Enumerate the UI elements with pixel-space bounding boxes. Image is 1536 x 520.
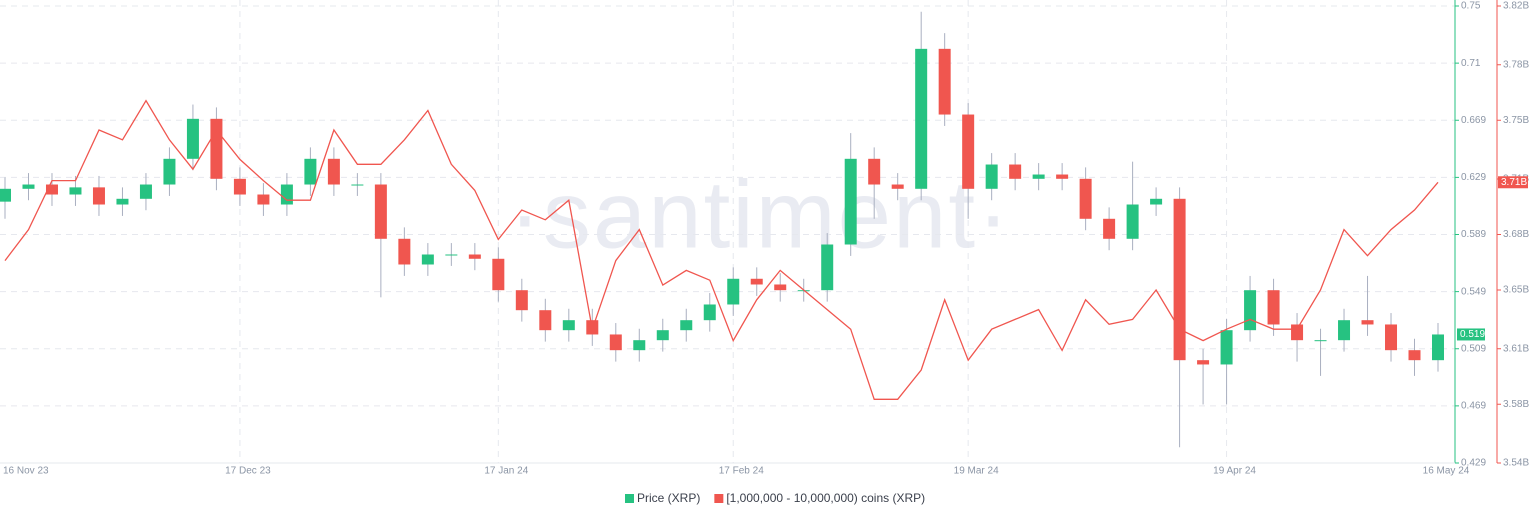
candle-body (492, 258, 505, 291)
x-tick-label: 17 Jan 24 (484, 466, 528, 477)
candle-body (1220, 330, 1233, 365)
legend-label: Price (XRP) (637, 491, 700, 505)
x-tick-label: 19 Mar 24 (954, 466, 999, 477)
x-tick-label: 16 May 24 (1423, 466, 1470, 477)
candle-body (163, 158, 176, 185)
candle-body (92, 187, 105, 205)
y2-tick-label: 3.78B (1503, 59, 1529, 70)
y2-tick-label: 3.58B (1503, 399, 1529, 410)
candle-body (0, 188, 11, 202)
y-tick-label: 0.509 (1461, 343, 1486, 354)
candle-body (891, 184, 904, 189)
candle-body (280, 184, 293, 205)
candle-body (633, 340, 646, 351)
candle-body (1314, 340, 1327, 342)
y2-tick-label: 3.65B (1503, 285, 1529, 296)
candle-body (1361, 320, 1374, 325)
candle-body (539, 310, 552, 331)
candle-body (1432, 334, 1444, 361)
candle-body (468, 254, 481, 259)
price-last-badge (1457, 328, 1485, 341)
candle-body (116, 198, 129, 205)
candle-body (210, 118, 223, 179)
x-tick-label: 19 Apr 24 (1213, 466, 1256, 477)
candle-body (656, 330, 669, 341)
candle-body (233, 178, 246, 195)
candle-body (139, 184, 152, 199)
y2-tick-label: 3.68B (1503, 229, 1529, 240)
candle-body (22, 184, 35, 189)
y-tick-label: 0.669 (1461, 115, 1486, 126)
candle-body (1267, 290, 1280, 325)
candle-body (821, 244, 834, 291)
y-tick-label: 0.629 (1461, 172, 1486, 183)
candle-body (327, 158, 340, 185)
candle-body (609, 334, 622, 351)
candle-body (421, 254, 434, 265)
candle-body (1244, 290, 1257, 331)
candle-body (750, 278, 763, 285)
candle-body (985, 164, 998, 189)
candle-body (1009, 164, 1022, 179)
candle-body (562, 320, 575, 331)
supply-last-label: 3.71B (1501, 177, 1527, 188)
candle-body (445, 254, 458, 256)
candle-body (844, 158, 857, 245)
legend-label: [1,000,000 - 10,000,000) coins (XRP) (726, 491, 925, 505)
x-tick-label: 17 Dec 23 (225, 466, 271, 477)
candle-body (351, 184, 364, 186)
candle-body (1056, 174, 1069, 179)
candle-body (515, 290, 528, 311)
candle-body (1385, 324, 1398, 351)
y-tick-label: 0.71 (1461, 58, 1481, 69)
candle-body (727, 278, 740, 305)
candle-body (374, 184, 387, 239)
candle-body (69, 187, 82, 195)
y-tick-label: 0.549 (1461, 286, 1486, 297)
supply-last-badge (1498, 176, 1528, 189)
candle-body (1173, 198, 1186, 361)
y2-tick-label: 3.61B (1503, 343, 1529, 354)
candle-body (962, 114, 975, 189)
candle-body (915, 48, 928, 189)
legend-swatch (625, 494, 634, 503)
candle-body (680, 320, 693, 331)
candle-body (1126, 204, 1139, 239)
candle-body (1291, 324, 1304, 341)
price-last-label: 0.519 (1460, 329, 1485, 340)
candle-body (1150, 198, 1163, 205)
candle-body (774, 284, 787, 291)
candle-body (1197, 360, 1210, 365)
y-tick-label: 0.469 (1461, 401, 1486, 412)
legend-swatch (714, 494, 724, 503)
candle-body (398, 238, 411, 265)
candle-body (938, 48, 951, 115)
candle-body (1408, 350, 1421, 361)
candle-body (304, 158, 317, 185)
candle-body (1032, 174, 1045, 179)
y2-tick-label: 3.82B (1503, 1, 1529, 12)
candle-body (868, 158, 881, 185)
candle-body (45, 184, 58, 195)
x-tick-label: 16 Nov 23 (3, 466, 49, 477)
y2-tick-label: 3.75B (1503, 115, 1529, 126)
candle-body (257, 194, 270, 205)
candle-body (1079, 178, 1092, 219)
candle-body (1338, 320, 1351, 341)
y-tick-label: 0.429 (1461, 458, 1486, 469)
candle-body (703, 304, 716, 321)
supply-line (4, 99, 1439, 400)
candle-body (1103, 218, 1116, 239)
y2-tick-label: 3.54B (1503, 458, 1529, 469)
candle-body (186, 118, 199, 159)
y-tick-label: 0.75 (1461, 1, 1481, 12)
y-tick-label: 0.589 (1461, 229, 1486, 240)
x-tick-label: 17 Feb 24 (719, 466, 764, 477)
